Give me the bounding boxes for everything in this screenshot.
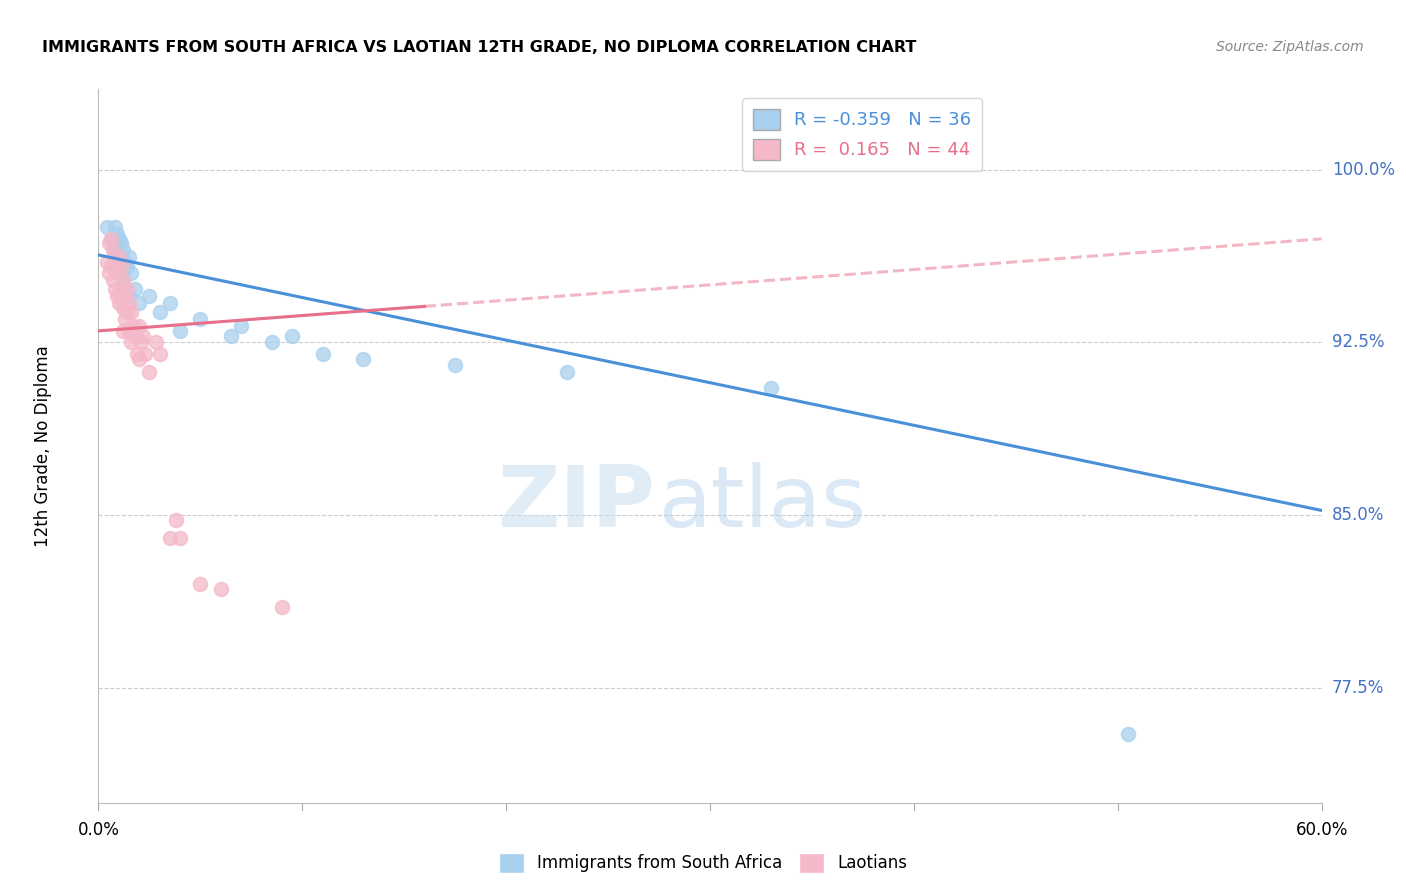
Point (352, 351, 374, 366)
Point (120, 335, 142, 350)
Point (138, 365, 160, 379)
Point (100, 232, 122, 246)
Point (100, 260, 122, 274)
Point (260, 335, 283, 350)
Point (149, 347, 172, 361)
Point (219, 328, 242, 343)
Point (132, 328, 155, 343)
Text: 12th Grade, No Diploma: 12th Grade, No Diploma (34, 345, 52, 547)
Legend: Immigrants from South Africa, Laotians: Immigrants from South Africa, Laotians (492, 847, 914, 880)
Point (101, 273, 124, 287)
Point (104, 250, 127, 264)
Point (127, 347, 149, 361)
Text: 60.0%: 60.0% (1295, 822, 1348, 839)
Point (96, 255, 118, 269)
Point (118, 289, 141, 303)
Point (104, 283, 127, 297)
Point (97, 236, 120, 251)
Point (188, 312, 212, 326)
Point (105, 255, 128, 269)
Point (188, 577, 212, 591)
Point (165, 513, 187, 527)
Point (105, 260, 128, 274)
Point (159, 296, 181, 310)
Point (111, 273, 134, 287)
Point (118, 296, 141, 310)
Point (108, 232, 131, 246)
Point (115, 305, 138, 319)
Legend: R = -0.359   N = 36, R =  0.165   N = 44: R = -0.359 N = 36, R = 0.165 N = 44 (742, 98, 983, 170)
Point (169, 324, 191, 338)
Point (149, 305, 172, 319)
Point (209, 582, 232, 596)
Point (101, 244, 124, 258)
Point (111, 324, 134, 338)
Point (111, 273, 134, 287)
Point (108, 296, 131, 310)
Text: 77.5%: 77.5% (1331, 679, 1385, 697)
Point (128, 319, 150, 334)
Point (115, 260, 138, 274)
Point (115, 283, 138, 297)
Point (118, 250, 141, 264)
Point (105, 227, 128, 242)
Point (104, 244, 127, 258)
Text: 85.0%: 85.0% (1331, 506, 1385, 524)
Point (111, 244, 134, 258)
Point (114, 255, 136, 269)
Point (110, 283, 132, 297)
Point (1116, 727, 1139, 741)
Text: 0.0%: 0.0% (77, 822, 120, 839)
Text: 100.0%: 100.0% (1331, 161, 1395, 178)
Point (122, 319, 145, 334)
Point (108, 266, 131, 280)
Point (159, 531, 181, 545)
Point (104, 220, 127, 235)
Point (110, 236, 132, 251)
Text: IMMIGRANTS FROM SOUTH AFRICA VS LAOTIAN 12TH GRADE, NO DIPLOMA CORRELATION CHART: IMMIGRANTS FROM SOUTH AFRICA VS LAOTIAN … (42, 40, 917, 55)
Text: Source: ZipAtlas.com: Source: ZipAtlas.com (1216, 40, 1364, 54)
Point (114, 312, 136, 326)
Point (96, 220, 118, 235)
Point (270, 600, 294, 615)
Point (120, 305, 142, 319)
Point (312, 347, 335, 361)
Point (134, 347, 156, 361)
Point (111, 301, 134, 315)
Point (118, 324, 141, 338)
Point (281, 328, 304, 343)
Point (555, 365, 579, 379)
Point (110, 260, 132, 274)
Point (110, 266, 132, 280)
Point (108, 260, 131, 274)
Point (114, 283, 136, 297)
Point (169, 531, 191, 545)
Point (124, 328, 146, 343)
Point (105, 289, 128, 303)
Text: ZIP: ZIP (498, 461, 655, 545)
Point (128, 351, 150, 366)
Point (101, 236, 124, 251)
Point (100, 232, 122, 246)
Point (761, 381, 783, 395)
Point (120, 266, 142, 280)
Point (124, 283, 146, 297)
Text: 92.5%: 92.5% (1331, 334, 1385, 351)
Point (138, 289, 160, 303)
Point (444, 359, 467, 373)
Point (108, 250, 131, 264)
Point (128, 296, 150, 310)
Point (114, 289, 136, 303)
Text: atlas: atlas (658, 461, 866, 545)
Point (231, 319, 253, 334)
Point (145, 335, 167, 350)
Point (129, 335, 152, 350)
Point (97, 266, 120, 280)
